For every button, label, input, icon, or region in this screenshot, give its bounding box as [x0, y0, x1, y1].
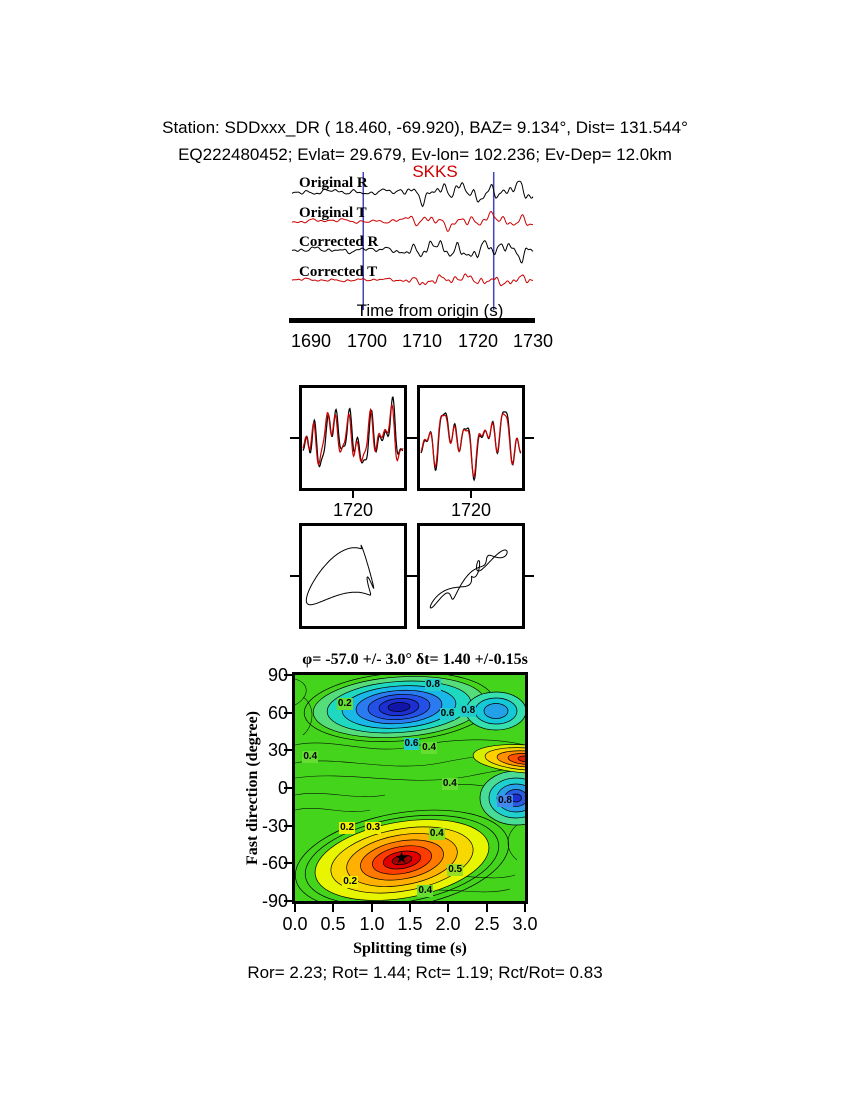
surface-xtick: 0.0 [282, 914, 308, 934]
contour-label: 0.4 [441, 778, 458, 791]
surface-xtick: 2.5 [474, 914, 500, 934]
analysis-window-markers [362, 172, 495, 310]
tick-mark [371, 904, 373, 912]
surface-annotations: 0.2 0.8 0.6 0.8 0.4 0.6 0.4 0.4 0.8 0.2 0.3 0.4 0.2 0… [295, 675, 525, 901]
tick-mark [290, 575, 299, 577]
contour-label: 0.3 [365, 822, 382, 835]
tick-mark [284, 787, 292, 789]
trace-label-original-t: Original T [299, 205, 367, 221]
surface-xtick: 0.5 [320, 914, 346, 934]
contour-label: 0.2 [336, 697, 353, 710]
zoom-left-time-label: 1720 [332, 500, 374, 520]
pm-corrected-plot [429, 549, 508, 609]
surface-xtick: 1.5 [397, 914, 423, 934]
tick-mark [409, 904, 411, 912]
tick-mark [525, 437, 534, 439]
surface-title: φ= -57.0 +/- 3.0° δt= 1.40 +/-0.15s [302, 651, 528, 668]
warm-anomaly [295, 809, 510, 901]
zoom-right-plot [420, 411, 522, 482]
tick-mark [284, 900, 292, 902]
corrected-t-trace [291, 273, 534, 287]
trace-label-original-r: Original R [299, 175, 368, 191]
tick-mark [284, 862, 292, 864]
zoom-window-left [299, 385, 407, 491]
warm-tongue-right [472, 744, 525, 774]
tick-mark [486, 904, 488, 912]
zoom-left-t-trace [302, 403, 404, 466]
contour-label: 0.2 [342, 876, 359, 889]
surface-ytick: 60 [267, 703, 288, 723]
surface-ytick: -30 [261, 816, 288, 836]
zoom-left-plot [302, 396, 404, 468]
tick-mark [525, 575, 534, 577]
particle-motion-original [299, 523, 407, 629]
trace-label-corrected-r: Corrected R [299, 234, 379, 250]
surface-ytick: -90 [261, 891, 288, 911]
zoom-window-right [417, 385, 525, 491]
tick-mark [410, 575, 417, 577]
surface-xlabel: Splitting time (s) [353, 940, 467, 957]
waveform-xaxis-label: Time from origin (s) [356, 301, 504, 320]
event-header: EQ222480452; Evlat= 29.679, Ev-lon= 102.… [178, 145, 672, 164]
station-header: Station: SDDxxx_DR ( 18.460, -69.920), B… [162, 118, 688, 137]
contour-label: 0.4 [428, 828, 445, 841]
tick-mark [524, 904, 526, 912]
contour-label: 0.2 [339, 822, 356, 835]
surface-xtick: 3.0 [512, 914, 538, 934]
waveform-xtick: 1710 [401, 331, 443, 351]
results-line: Ror= 2.23; Rot= 1.44; Rct= 1.19; Rct/Rot… [247, 963, 603, 982]
surface-ytick: 30 [267, 740, 288, 760]
contour-label: 0.8 [425, 679, 441, 692]
waveform-plot [291, 172, 534, 310]
tick-mark [290, 437, 299, 439]
waveform-xaxis-bar [289, 318, 535, 323]
contour-label: 0.4 [302, 750, 319, 763]
waveform-xtick: 1700 [346, 331, 388, 351]
waveform-xtick: 1720 [457, 331, 499, 351]
surface-ytick: 0 [277, 778, 288, 798]
tick-mark [284, 825, 292, 827]
original-r-trace [291, 180, 534, 208]
surface-ytick: -60 [261, 853, 288, 873]
error-surface-frame: 0.2 0.8 0.6 0.8 0.4 0.6 0.4 0.4 0.8 0.2 0.3 0.4 0.2 0… [292, 672, 528, 904]
contour-label: 0.8 [460, 705, 477, 718]
cold-anomaly-top [303, 675, 495, 742]
surface-xtick: 2.0 [435, 914, 461, 934]
contour-label: 0.8 [497, 794, 513, 807]
original-t-trace [291, 210, 534, 233]
particle-motion-corrected [417, 523, 525, 629]
waveform-xtick: 1730 [512, 331, 554, 351]
pm-original-curve [305, 544, 375, 606]
zoom-right-time-label: 1720 [450, 500, 492, 520]
trace-label-corrected-t: Corrected T [299, 264, 378, 280]
zoom-right-t-trace [420, 413, 522, 478]
best-fit-star: ★ [394, 849, 409, 867]
contour-label: 0.6 [403, 738, 420, 751]
surface-ytick: 90 [267, 665, 288, 685]
tick-mark [447, 904, 449, 912]
contour-label: 0.4 [421, 741, 438, 754]
tick-mark [470, 491, 472, 498]
tick-mark [284, 712, 292, 714]
tick-mark [332, 904, 334, 912]
tick-mark [284, 749, 292, 751]
contour-label: 0.4 [417, 884, 434, 897]
pm-original-plot [305, 544, 375, 606]
waveform-xtick: 1690 [290, 331, 332, 351]
corrected-r-trace [291, 239, 534, 264]
phase-label: SKKS [412, 162, 458, 181]
surface-xtick: 1.0 [359, 914, 385, 934]
tick-mark [294, 904, 296, 912]
contour-label: 0.6 [439, 707, 456, 720]
surface-ylabel: Fast direction (degree) [244, 710, 261, 866]
tick-mark [284, 674, 292, 676]
tick-mark [352, 491, 354, 498]
tick-mark [410, 437, 417, 439]
cold-anomaly-topright [465, 691, 525, 731]
contour-label: 0.5 [447, 863, 464, 876]
pm-corrected-curve [429, 549, 508, 609]
